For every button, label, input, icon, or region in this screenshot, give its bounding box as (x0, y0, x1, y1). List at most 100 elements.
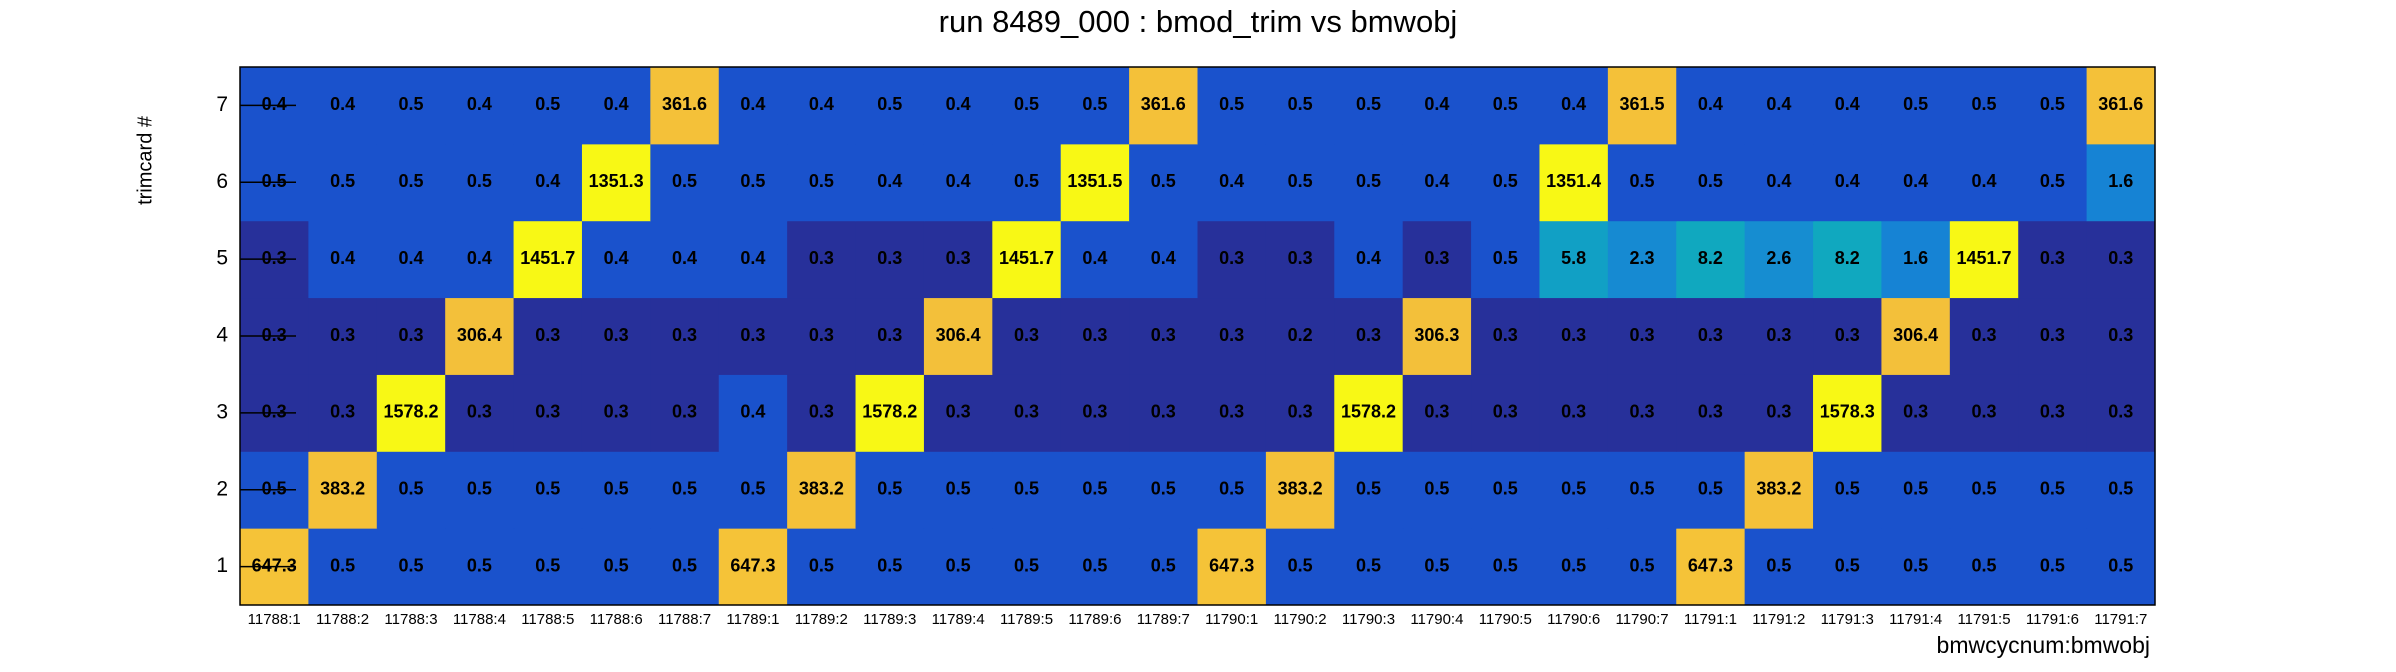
heatmap-cell (1813, 220, 1882, 299)
heatmap-cell (923, 67, 993, 145)
heatmap-cell (1402, 67, 1472, 145)
cell-label: 0.4 (740, 402, 765, 422)
x-tick-label: 11790:6 (1547, 611, 1600, 628)
heatmap-cell (1539, 143, 1609, 222)
heatmap-cell (1402, 374, 1472, 452)
heatmap-cell (787, 528, 857, 606)
heatmap-cell (1265, 451, 1335, 529)
heatmap-cell (308, 451, 378, 529)
cell-label: 0.3 (809, 248, 834, 268)
cell-label: 0.5 (398, 171, 423, 191)
heatmap-cell (1949, 451, 2019, 529)
cell-label: 306.3 (1414, 325, 1459, 345)
heatmap-cell (1676, 528, 1746, 606)
heatmap-cell (445, 374, 515, 452)
heatmap-cell (1265, 67, 1335, 145)
heatmap-cell (308, 374, 378, 452)
cell-label: 0.5 (1151, 555, 1176, 575)
cell-label: 0.5 (262, 478, 287, 498)
heatmap-cell (1334, 451, 1404, 529)
heatmap-cell (445, 143, 515, 222)
heatmap-cell (2018, 451, 2088, 529)
cell-label: 0.5 (1219, 478, 1244, 498)
cell-label: 383.2 (1278, 478, 1323, 498)
heatmap-cell (445, 67, 515, 145)
cell-label: 0.3 (2040, 402, 2065, 422)
heatmap-cell (2086, 143, 2156, 222)
cell-label: 0.3 (2108, 402, 2133, 422)
cell-label: 0.5 (1835, 478, 1860, 498)
cell-label: 0.3 (262, 325, 287, 345)
heatmap-cell (1471, 374, 1540, 452)
heatmap-cell (855, 67, 925, 145)
y-axis-title: trimcard # (134, 115, 156, 205)
cell-label: 0.5 (740, 171, 765, 191)
cell-label: 0.3 (604, 402, 629, 422)
x-tick-label: 11791:4 (1889, 611, 1942, 628)
heatmap-cell (1197, 67, 1267, 145)
heatmap-cell (1334, 67, 1404, 145)
x-tick-label: 11789:5 (1000, 611, 1053, 628)
cell-label: 0.3 (604, 325, 629, 345)
heatmap-cell (1129, 451, 1198, 529)
heatmap-cell (1334, 297, 1404, 375)
cell-label: 0.5 (467, 478, 492, 498)
heatmap-cell (718, 297, 788, 375)
x-tick-label: 11789:6 (1068, 611, 1121, 628)
heatmap-cell (376, 220, 446, 299)
cell-label: 0.5 (1493, 94, 1518, 114)
heatmap-cell (1607, 451, 1677, 529)
heatmap-cell (1744, 143, 1814, 222)
cell-label: 0.4 (877, 171, 902, 191)
cell-label: 0.5 (1288, 94, 1313, 114)
heatmap-cell (1265, 143, 1335, 222)
heatmap-cell (1197, 143, 1267, 222)
cell-label: 0.3 (2040, 248, 2065, 268)
heatmap-cell (1676, 297, 1746, 375)
cell-label: 0.4 (1766, 171, 1791, 191)
cell-label: 0.5 (809, 171, 834, 191)
cell-label: 0.5 (2040, 555, 2065, 575)
cell-label: 0.5 (1972, 478, 1997, 498)
heatmap-cell (1129, 67, 1198, 145)
heatmap-cell (787, 143, 857, 222)
heatmap-cell (2018, 528, 2088, 606)
cell-label: 2.6 (1766, 248, 1791, 268)
heatmap-cell (376, 297, 446, 375)
cell-label: 0.5 (1219, 94, 1244, 114)
cell-label: 1451.7 (999, 248, 1054, 268)
cell-label: 0.3 (1014, 325, 1039, 345)
cell-label: 0.5 (1288, 171, 1313, 191)
heatmap-cell (308, 143, 378, 222)
cell-label: 8.2 (1835, 248, 1860, 268)
heatmap-cell (1402, 297, 1472, 375)
cell-label: 0.4 (1903, 171, 1928, 191)
heatmap-cell (1402, 143, 1472, 222)
heatmap-cell (923, 528, 993, 606)
y-tick-label: 6 (216, 170, 228, 193)
cell-label: 0.3 (1561, 402, 1586, 422)
heatmap-cell (650, 67, 720, 145)
heatmap-cell (513, 374, 583, 452)
heatmap-cell (1813, 374, 1882, 452)
heatmap-cell (650, 143, 720, 222)
cell-label: 0.3 (1288, 248, 1313, 268)
cell-label: 0.5 (1082, 555, 1107, 575)
x-tick-label: 11788:1 (248, 611, 301, 628)
cell-label: 0.4 (1424, 171, 1449, 191)
cell-label: 1351.3 (589, 171, 644, 191)
heatmap-cell (2086, 451, 2156, 529)
cell-label: 0.4 (740, 248, 765, 268)
heatmap-cell (1334, 374, 1404, 452)
heatmap-cell (445, 528, 515, 606)
cell-label: 0.4 (330, 248, 355, 268)
heatmap-cell (581, 528, 651, 606)
cell-label: 0.3 (672, 402, 697, 422)
heatmap-cell (376, 143, 446, 222)
heatmap-cell (718, 67, 788, 145)
cell-label: 0.5 (1903, 94, 1928, 114)
cell-label: 0.5 (1835, 555, 1860, 575)
heatmap-cell (445, 220, 515, 299)
cell-label: 0.3 (330, 402, 355, 422)
